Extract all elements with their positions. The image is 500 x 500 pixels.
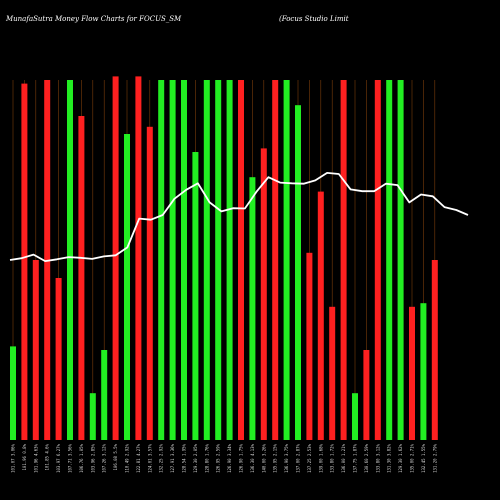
x-tick-label: 133.80 1.72%	[330, 443, 335, 472]
x-tick-label: 136.30 4.13%	[250, 443, 255, 472]
x-tick-label: 131.20 2.79%	[432, 443, 437, 472]
flow-bar-green	[295, 105, 301, 440]
flow-bar-green	[215, 80, 222, 440]
x-tick-label: 122.81 4.27%	[136, 443, 141, 472]
x-tick-label: 124.01 3.57%	[147, 443, 152, 472]
flow-bar-red	[146, 126, 153, 441]
x-tick-label: 101.96 4.63%	[33, 443, 38, 472]
chart-title: MunafaSutra Money Flow Charts for FOCUS_…	[5, 15, 182, 23]
flow-bar-green	[397, 80, 404, 440]
x-tick-label: 140.00 3.26%	[261, 443, 266, 472]
flow-bar-green	[386, 80, 393, 440]
x-tick-label: 107.71 3.56%	[68, 443, 73, 472]
flow-bar-green	[420, 303, 427, 440]
flow-bar-green	[89, 393, 96, 440]
x-tick-label: 129.30 1.62%	[398, 443, 403, 472]
x-tick-label: 126.95 2.59%	[216, 443, 221, 472]
flow-bar-red	[340, 80, 347, 440]
x-tick-label: 127.91 3.36%	[170, 443, 175, 472]
x-tick-label: 126.90 1.75%	[239, 443, 244, 472]
x-tick-label: 128.80 1.76%	[204, 443, 209, 472]
flow-bar-red	[260, 148, 267, 440]
flow-bar-green	[124, 134, 130, 440]
chart-subtitle: (Focus Studio Limit	[279, 15, 349, 23]
flow-bar-red	[374, 80, 381, 440]
flow-bar-green	[192, 152, 199, 440]
x-tick-label: 139.00 1.68%	[318, 443, 323, 472]
x-tick-label: 128.54 1.95%	[182, 443, 187, 472]
flow-bar-red	[238, 80, 244, 440]
x-tick-label: 132.25 2.92%	[159, 443, 164, 472]
x-tick-label: 106.76 1.05%	[79, 443, 84, 472]
flow-bar-green	[249, 177, 256, 440]
x-tick-label: 126.90 3.34%	[227, 443, 232, 472]
x-tick-label: 110.49 2.92%	[125, 443, 130, 472]
flow-bar-green	[283, 80, 290, 440]
flow-bar-red	[112, 76, 119, 441]
x-tick-label: 107.26 3.12%	[102, 443, 107, 472]
flow-bar-red	[32, 260, 39, 440]
flow-bar-green	[203, 80, 210, 440]
x-tick-label: 135.95 2.15%	[273, 443, 278, 472]
flow-bar-red	[317, 191, 324, 440]
x-tick-label: 137.00 2.87%	[296, 443, 301, 472]
flow-bar-red	[431, 260, 438, 440]
flow-bar-red	[21, 83, 28, 440]
flow-bar-red	[135, 76, 142, 441]
x-tick-label: 106.08 5.5%	[113, 443, 118, 470]
flow-bar-red	[409, 306, 415, 440]
money-flow-line	[9, 171, 469, 263]
x-tick-label: 137.75 1.87%	[353, 443, 358, 472]
flow-bar-green	[10, 346, 16, 440]
x-tick-label: 137.25 2.53%	[307, 443, 312, 472]
flow-bar-red	[55, 278, 62, 440]
x-tick-label: 103.97 6.27%	[56, 443, 61, 472]
x-tick-label: 136.90 3.75%	[284, 443, 289, 472]
flow-bar-green	[101, 350, 108, 440]
x-tick-label: 135.00 2.71%	[410, 443, 415, 472]
x-tick-label: 131.30 3.82%	[387, 443, 392, 472]
flow-bar-red	[363, 350, 370, 440]
flow-bar-green	[181, 80, 187, 440]
flow-bar-green	[67, 80, 73, 440]
flow-bar-red	[329, 306, 336, 440]
flow-bar-red	[78, 116, 85, 440]
x-tick-label: 101.07 3.06%	[11, 443, 16, 472]
x-tick-label: 129.30 2.05%	[193, 443, 198, 472]
flow-bar-green	[158, 80, 165, 440]
money-flow-bars	[10, 76, 438, 441]
x-tick-label: 130.60 2.59%	[364, 443, 369, 472]
x-tick-labels: 101.07 3.06% 101.96 0.8% 101.96 4.63% 101.8…	[11, 443, 438, 472]
x-tick-label: 103.96 2.85%	[90, 443, 95, 472]
x-tick-label: 101.85 4.6%	[45, 443, 50, 470]
x-tick-label: 133.80 3.12%	[375, 443, 380, 472]
flow-bar-red	[272, 80, 279, 440]
flow-bar-red	[306, 252, 313, 440]
x-tick-label: 132.45 1.55%	[421, 443, 426, 472]
flow-bar-green	[226, 80, 233, 440]
flow-bar-green	[352, 393, 358, 440]
x-tick-label: 101.96 0.8%	[22, 443, 27, 470]
x-tick-label: 136.00 1.21%	[341, 443, 346, 472]
flow-bar-green	[169, 80, 176, 440]
